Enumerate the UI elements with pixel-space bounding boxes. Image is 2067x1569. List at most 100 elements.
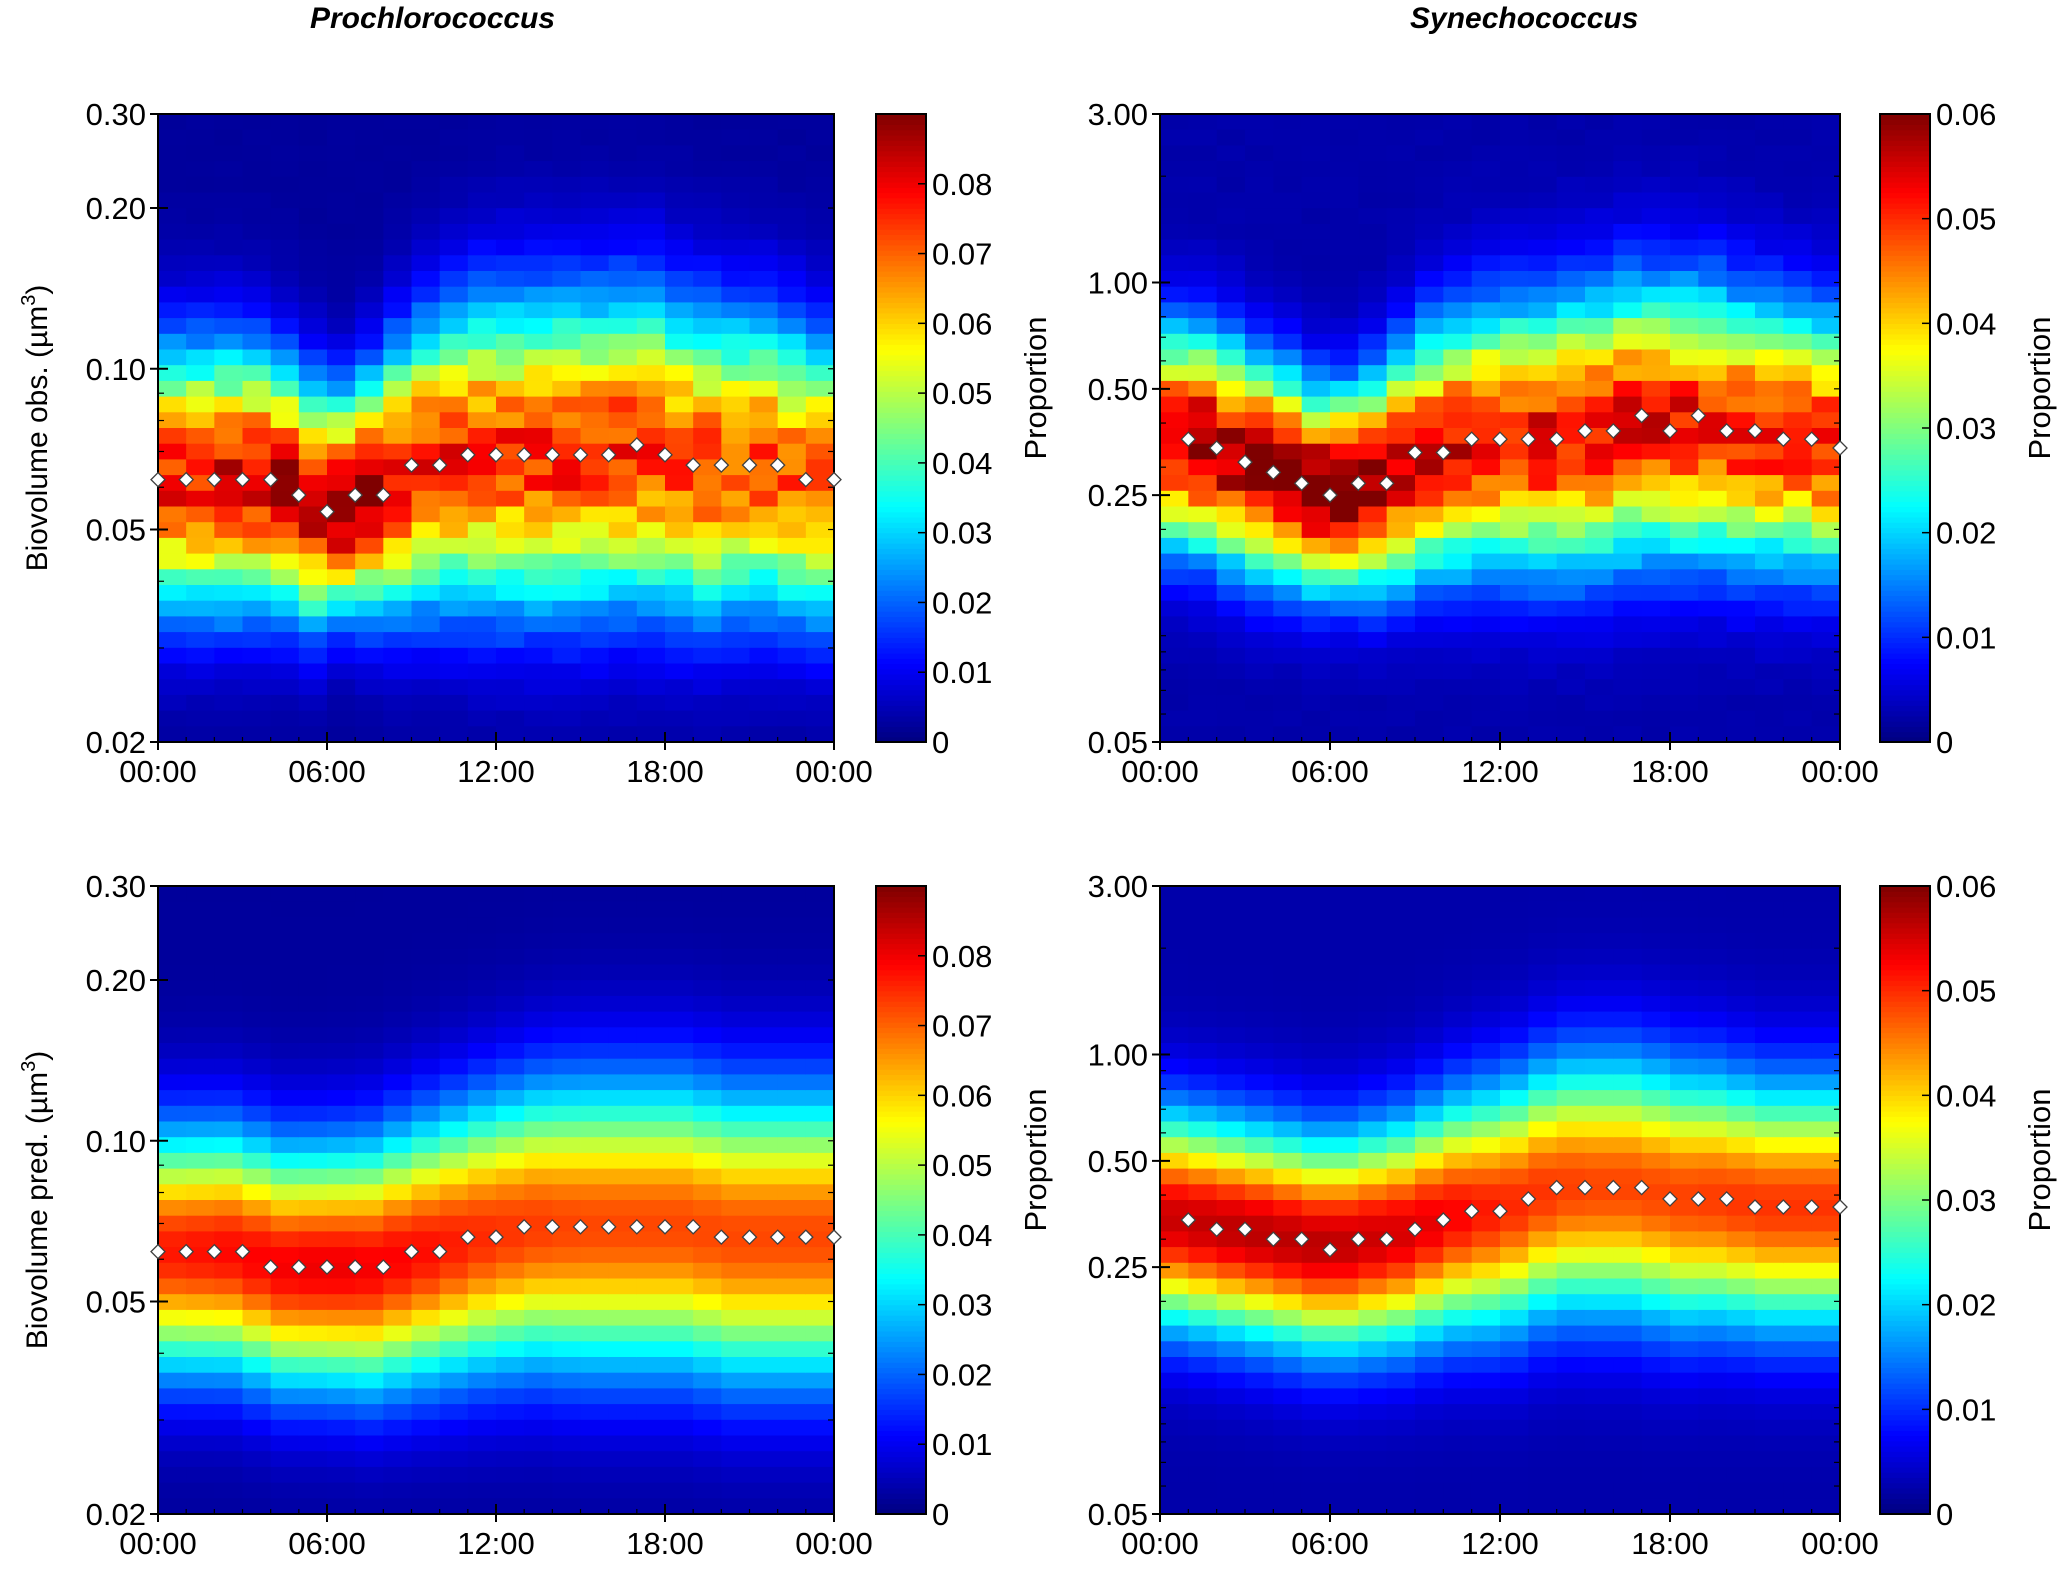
heatmap-cell (1726, 349, 1756, 366)
heatmap-cell (608, 1247, 638, 1264)
colorbar-segment (1880, 721, 1930, 727)
heatmap-cell (270, 710, 300, 727)
heatmap-cell (1613, 1419, 1643, 1437)
colorbar-segment (1880, 1341, 1930, 1348)
heatmap-cell (1273, 1262, 1303, 1280)
heatmap-cell (158, 632, 187, 649)
heatmap-cell (1273, 129, 1303, 146)
heatmap-cell (1415, 964, 1444, 981)
y-tick-label: 0.02 (86, 1497, 146, 1532)
heatmap-cell (1216, 1466, 1246, 1484)
heatmap-cell (1698, 1121, 1728, 1138)
heatmap-cell (1216, 145, 1246, 162)
heatmap-cell (1698, 1419, 1728, 1437)
heatmap-cell (1301, 522, 1331, 539)
heatmap-cell (1415, 647, 1444, 665)
heatmap-cell (1783, 161, 1813, 178)
heatmap-cell (298, 1027, 328, 1044)
heatmap-cell (158, 1309, 187, 1327)
heatmap-cell (383, 506, 413, 523)
heatmap-cell (1273, 1011, 1303, 1028)
heatmap-cell (270, 428, 300, 445)
median-marker (1662, 422, 1678, 439)
heatmap-cell (242, 428, 272, 445)
heatmap-cell (270, 980, 300, 997)
heatmap-cell (749, 537, 779, 555)
heatmap-cell (552, 239, 582, 256)
heatmap-cell (1188, 886, 1218, 903)
heatmap-cell (1330, 1309, 1359, 1327)
heatmap-cell (1783, 286, 1813, 303)
heatmap-cell (214, 239, 244, 256)
heatmap-cell (749, 396, 779, 413)
heatmap-cell (1273, 1451, 1303, 1468)
heatmap-cell (580, 553, 610, 570)
heatmap-cell (1415, 600, 1444, 617)
heatmap-cell (1245, 647, 1274, 665)
heatmap-cell (1160, 490, 1189, 508)
heatmap-cell (749, 443, 779, 460)
heatmap-cell (1528, 396, 1558, 413)
heatmap-cell (242, 1325, 272, 1342)
heatmap-cell (1471, 964, 1501, 981)
heatmap-cell (1613, 490, 1643, 508)
colorbar-segment (876, 1336, 926, 1342)
heatmap-cell (1755, 647, 1784, 665)
heatmap-cell (721, 1168, 751, 1185)
heatmap-cell (1528, 459, 1558, 476)
heatmap-cell (1528, 933, 1558, 950)
heatmap-cell (1330, 1168, 1359, 1185)
heatmap-cell (1698, 553, 1728, 570)
heatmap-cell (749, 475, 779, 492)
heatmap-cell (327, 239, 356, 256)
heatmap-cell (552, 412, 582, 429)
colorbar-segment (876, 255, 926, 262)
heatmap-cell (1500, 114, 1529, 131)
heatmap-cell (1556, 380, 1586, 398)
colorbar-segment (876, 1179, 926, 1185)
heatmap-cell (693, 161, 722, 178)
heatmap-cell (1188, 1043, 1218, 1060)
heatmap-cell (1443, 1482, 1473, 1499)
colorbar-segment (876, 574, 926, 581)
heatmap-cell (1783, 616, 1813, 633)
heatmap-cell (721, 318, 751, 335)
heatmap-cell (1755, 1043, 1784, 1060)
heatmap-cell (1528, 1341, 1558, 1358)
heatmap-cell (1755, 318, 1784, 335)
heatmap-cell (665, 1262, 694, 1280)
colorbar-segment (876, 1142, 926, 1149)
heatmap-cell (1273, 1466, 1303, 1484)
heatmap-cell (636, 490, 666, 508)
heatmap-cell (439, 964, 469, 981)
heatmap-cell (1585, 933, 1614, 950)
heatmap-cell (721, 239, 751, 256)
heatmap-cell (1585, 1247, 1614, 1264)
heatmap-cell (1670, 1419, 1699, 1437)
colorbar-segment (1880, 632, 1930, 638)
heatmap-cell (524, 365, 553, 382)
heatmap-cell (1471, 980, 1501, 997)
heatmap-cell (1641, 1200, 1671, 1217)
heatmap-cell (1585, 632, 1614, 649)
heatmap-cell (524, 396, 553, 413)
colorbar-segment (1880, 328, 1930, 335)
heatmap-cell (411, 995, 441, 1013)
colorbar-segment (1880, 1419, 1930, 1426)
heatmap-cell (1811, 1184, 1841, 1201)
heatmap-cell (552, 396, 582, 413)
heatmap-cell (693, 1137, 722, 1154)
heatmap-cell (552, 114, 582, 131)
heatmap-cell (1330, 948, 1359, 966)
heatmap-cell (1273, 616, 1303, 633)
heatmap-cell (298, 1341, 328, 1358)
heatmap-cell (524, 933, 553, 950)
heatmap-cell (1783, 443, 1813, 460)
colorbar-segment (876, 1205, 926, 1212)
heatmap-cell (1670, 1341, 1699, 1358)
heatmap-cell (1330, 1027, 1359, 1044)
heatmap-cell (1613, 1325, 1643, 1342)
colorbar-segment (876, 1278, 926, 1285)
heatmap-cell (524, 917, 553, 934)
heatmap-cell (1330, 271, 1359, 288)
